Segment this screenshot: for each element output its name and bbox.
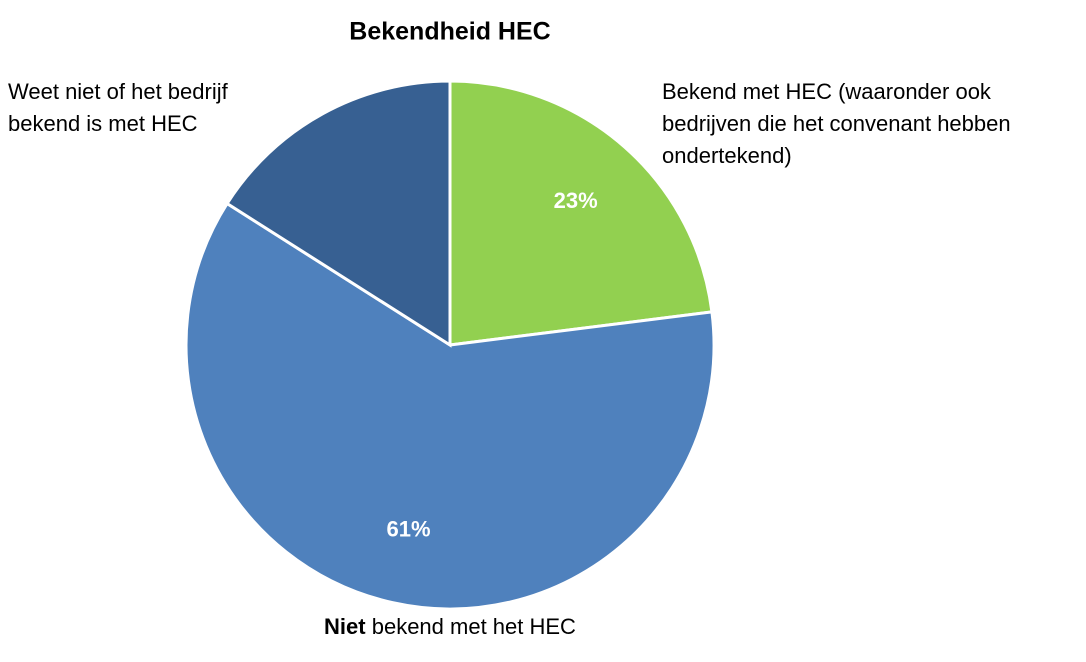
category-label: Bekend met HEC (waaronder ook bedrijven … [662,79,1011,168]
value-label: 61% [387,516,431,541]
category-label: Weet niet of het bedrijf bekend is met H… [8,79,228,136]
pie-slice [184,201,716,611]
chart-title: Bekendheid HEC [349,18,550,46]
category-label: Niet bekend met het HEC [324,614,576,639]
pie-slice [448,79,714,347]
value-label: 23% [554,188,598,213]
pie-slice [225,79,452,348]
